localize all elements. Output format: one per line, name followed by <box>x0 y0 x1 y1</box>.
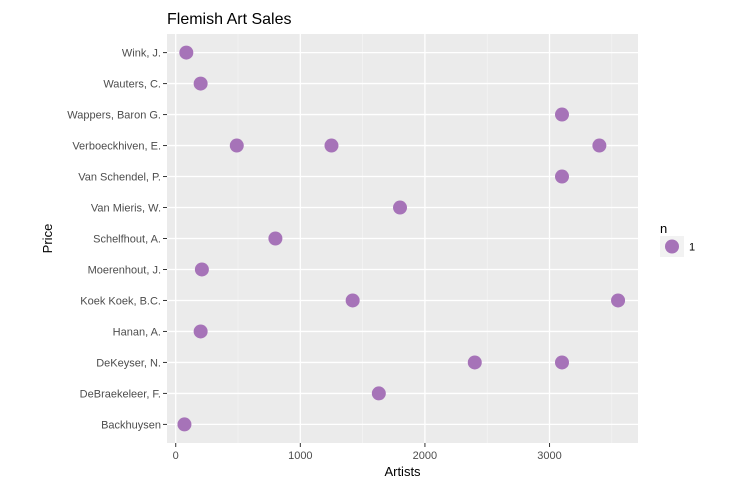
y-tick-label: Verboeckhiven, E. <box>72 141 161 153</box>
data-point <box>268 231 283 246</box>
y-tick-label: DeBraekeleer, F. <box>80 388 161 400</box>
data-point <box>193 76 208 91</box>
legend-entry-label: 1 <box>689 242 695 254</box>
data-point <box>193 324 208 339</box>
y-tick-label: Hanan, A. <box>113 326 161 338</box>
data-point <box>179 45 194 60</box>
y-tick-label: Koek Koek, B.C. <box>80 295 161 307</box>
y-tick-label: Van Mieris, W. <box>91 203 161 215</box>
data-point <box>554 107 569 122</box>
y-tick-label: Backhuysen <box>101 419 161 431</box>
data-point <box>229 138 244 153</box>
x-axis: 0 1000 2000 3000 <box>173 443 562 462</box>
data-point <box>467 355 482 370</box>
data-point <box>345 293 360 308</box>
data-point <box>393 200 408 215</box>
y-tick-label: Wappers, Baron G. <box>67 110 161 122</box>
x-tick-label: 1000 <box>288 450 312 462</box>
legend-key-point <box>665 239 679 254</box>
data-point <box>371 386 386 401</box>
data-points <box>177 45 626 432</box>
y-tick-label: DeKeyser, N. <box>96 357 161 369</box>
y-axis-title: Price <box>40 224 55 254</box>
y-tick-label: Wink, J. <box>122 48 161 60</box>
data-point <box>194 262 209 277</box>
data-point <box>554 169 569 184</box>
x-tick-label: 0 <box>173 450 179 462</box>
x-axis-title: Artists <box>384 464 421 479</box>
data-point <box>592 138 607 153</box>
chart-title: Flemish Art Sales <box>167 11 291 28</box>
y-tick-label: Van Schendel, P. <box>78 172 161 184</box>
y-tick-label: Moerenhout, J. <box>88 264 161 276</box>
legend-title: n <box>660 221 667 236</box>
data-point <box>611 293 626 308</box>
data-point <box>554 355 569 370</box>
x-tick-label: 3000 <box>537 450 561 462</box>
plot-panel <box>167 34 638 443</box>
legend: n 1 <box>660 221 695 257</box>
data-point <box>177 417 192 432</box>
y-axis: Backhuysen DeBraekeleer, F. DeKeyser, N. Ha… <box>67 48 167 431</box>
x-tick-label: 2000 <box>413 450 437 462</box>
data-point <box>324 138 339 153</box>
y-tick-label: Wauters, C. <box>103 79 161 91</box>
y-tick-label: Schelfhout, A. <box>93 234 161 246</box>
